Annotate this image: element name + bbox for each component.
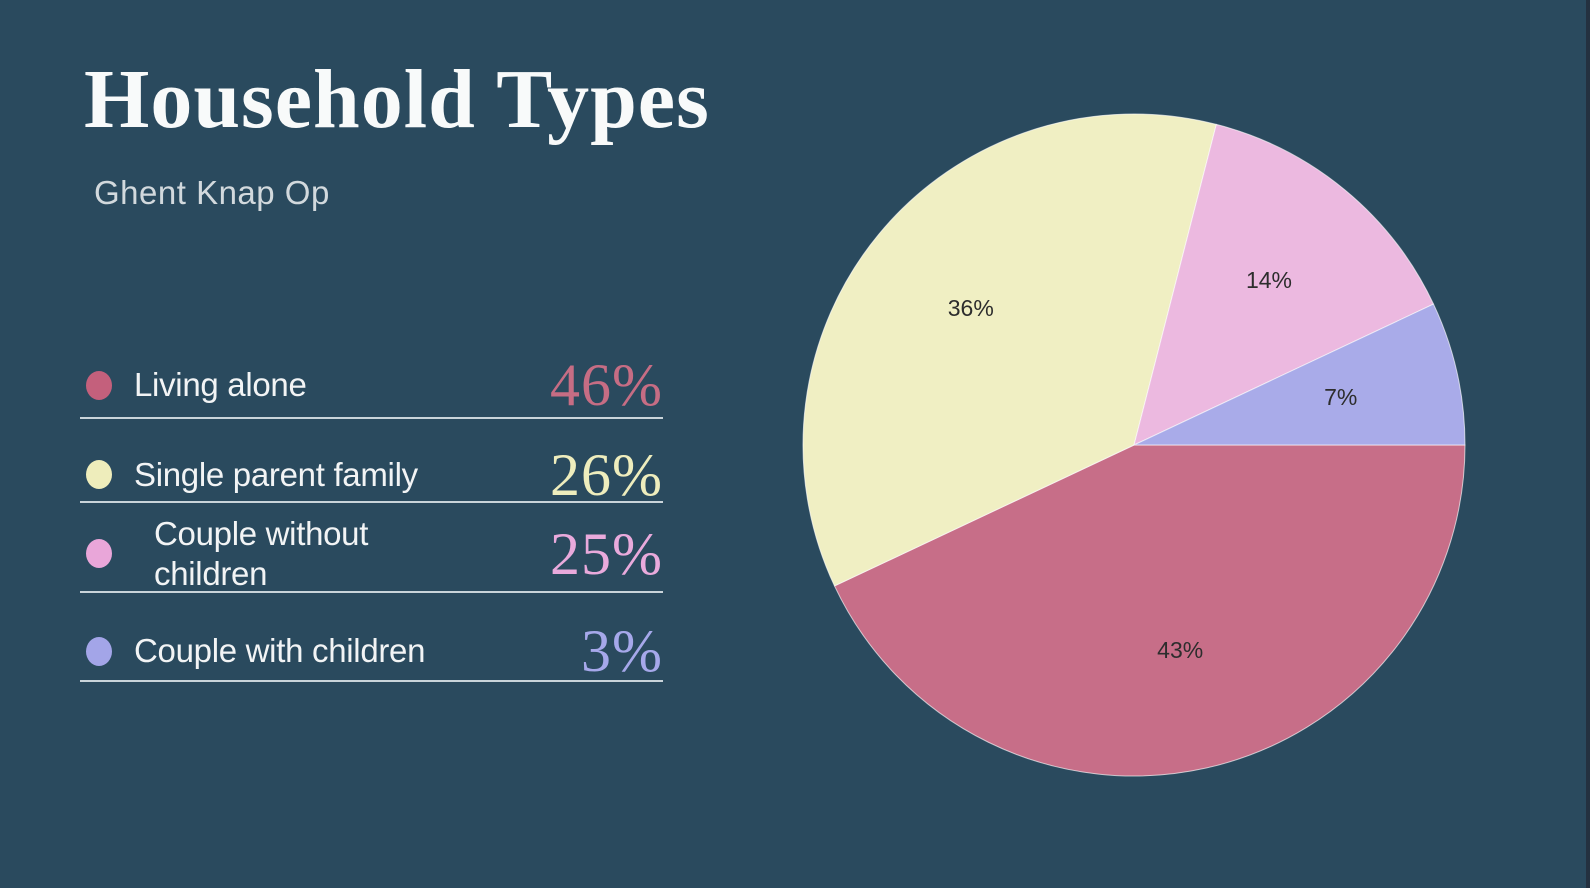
legend-value: 3% [581, 618, 663, 684]
pie-slice-label: 7% [1324, 384, 1357, 410]
legend-row-single-parent-family: Single parent family 26% [80, 441, 663, 508]
legend-row-couple-with-children: Couple with children 3% [80, 618, 663, 684]
viewport-edge [1586, 0, 1590, 888]
page-title: Household Types [84, 53, 710, 146]
pie-slice-label: 43% [1157, 637, 1203, 663]
legend-value: 26% [550, 441, 663, 508]
legend-label: Couple without children [154, 514, 369, 592]
legend-value: 25% [550, 520, 663, 587]
legend-dot-icon [86, 370, 112, 400]
legend-dot-icon [86, 460, 112, 489]
pie-slice-label: 14% [1246, 267, 1292, 293]
pie-chart: 43% 36% 14% 7% [780, 90, 1500, 820]
pie-slice-couple-without-children[interactable] [1133, 123, 1434, 446]
pie-slice-living-alone[interactable] [834, 444, 1466, 777]
legend-label: Living alone [134, 366, 307, 403]
pie-slice-couple-with-children[interactable] [1133, 303, 1466, 446]
legend-label: Single parent family [134, 455, 418, 493]
legend-value: 46% [550, 352, 663, 418]
legend-label: Couple with children [134, 632, 426, 669]
legend-row-living-alone: Living alone 46% [80, 353, 663, 419]
legend-row-couple-without-children: Couple without children 25% [80, 514, 663, 593]
legend-dot-icon [86, 636, 112, 666]
pie-slice-single-parent-family[interactable] [802, 113, 1217, 587]
page-subtitle: Ghent Knap Op [94, 174, 330, 211]
pie-slice-label: 36% [948, 295, 994, 321]
legend-dot-icon [86, 539, 112, 568]
